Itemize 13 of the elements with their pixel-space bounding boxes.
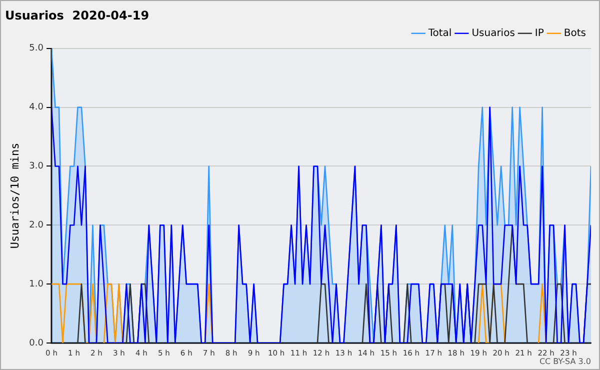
y-tick-label: 0.0 [29,338,44,348]
y-tick-label: 3.0 [29,162,44,172]
chart-title: Usuarios 2020-04-19 [5,8,150,22]
y-tick-label: 5.0 [29,44,44,54]
y-tick-label: 1.0 [29,279,44,290]
legend-label: Usuarios [472,28,515,39]
legend-label: Total [427,28,452,39]
legend-label: IP [534,28,544,39]
y-axis-title: Usuarios/10 mins [8,142,22,249]
text: CC BY-SA 3.0 [539,357,591,366]
y-tick-label: 4.0 [29,102,44,113]
y-tick-label: 2.0 [29,220,44,231]
legend-label: Bots [564,28,586,39]
